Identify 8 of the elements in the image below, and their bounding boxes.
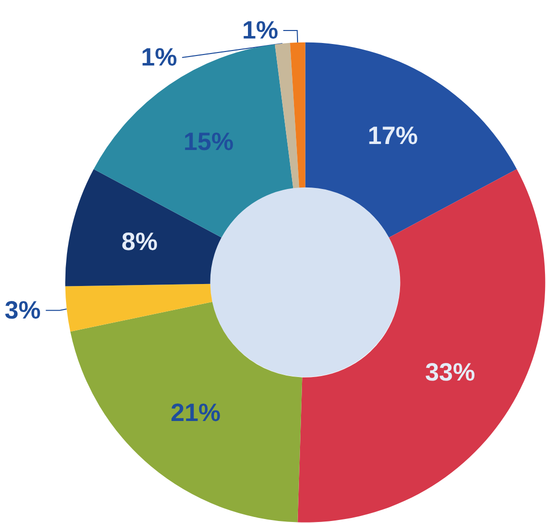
data-label: 1% bbox=[140, 44, 178, 72]
data-label: 17% bbox=[368, 122, 418, 150]
data-label: 8% bbox=[121, 228, 158, 256]
data-label: 3% bbox=[4, 296, 41, 324]
data-label: 33% bbox=[425, 358, 476, 386]
data-label: 1% bbox=[242, 16, 278, 45]
data-label: 21% bbox=[170, 399, 221, 428]
data-label: 15% bbox=[184, 128, 234, 156]
